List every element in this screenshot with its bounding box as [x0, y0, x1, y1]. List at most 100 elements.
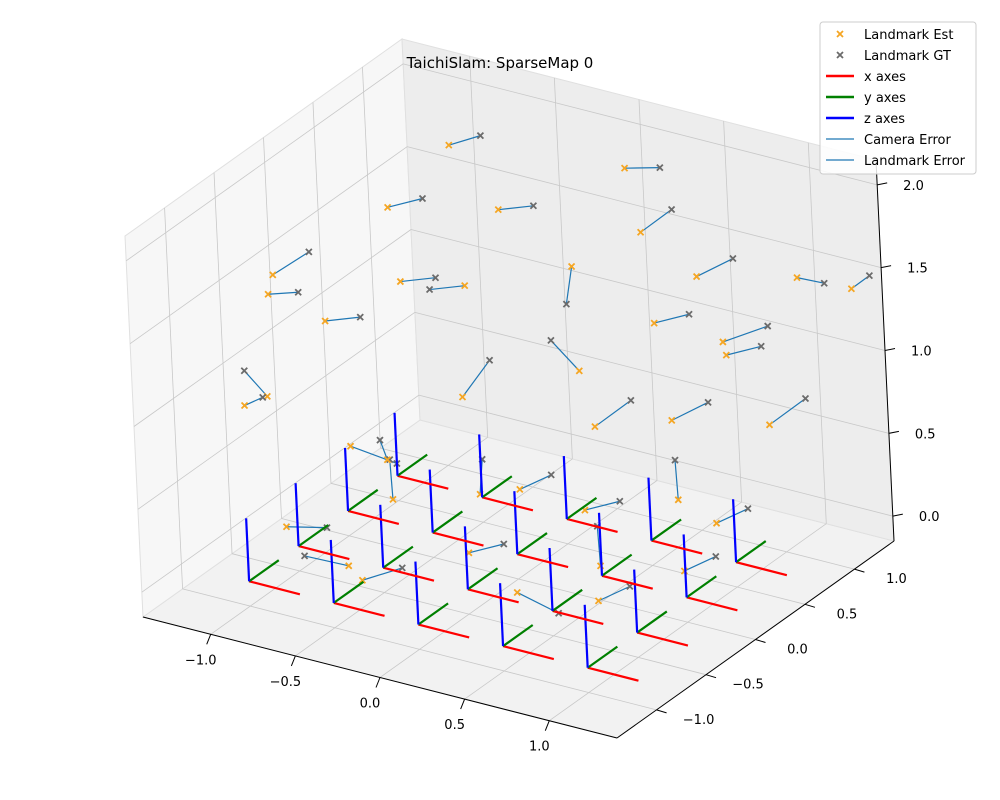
landmark-gt-point: [476, 131, 485, 140]
landmark-error-line: [448, 135, 481, 146]
landmark-est-point: [575, 367, 583, 375]
landmark-gt-point: [500, 540, 508, 548]
landmark-est-point: [674, 496, 682, 504]
camera-z-axis: [562, 455, 568, 520]
landmark-est-point-stroke: [346, 442, 355, 450]
landmark-est-point-stroke: [513, 588, 521, 597]
camera-y-axis: [551, 588, 583, 612]
z-tick-mark: [877, 182, 888, 186]
landmark-error-line: [379, 439, 388, 460]
landmark-gt-point-stroke: [294, 288, 302, 296]
landmark-gt-point: [398, 564, 406, 572]
landmark-gt-point-stroke: [305, 248, 313, 256]
camera-y-axis: [382, 545, 414, 569]
landmark-gt-point-stroke: [323, 524, 331, 532]
landmark-gt-point-stroke: [386, 455, 394, 464]
tick-labels: −1.0 −0.5 0.0 0.5 1.0 −1.0 −0.5 0.0 0.5 1.0 0.0 0.5…: [185, 179, 940, 755]
camera-x-axis: [248, 580, 301, 596]
landmark-est-point-stroke: [620, 164, 629, 172]
camera-z-axis: [245, 518, 251, 582]
landmark-est-point-stroke: [264, 290, 272, 298]
x-tick-mark: [206, 634, 212, 645]
landmark-est-point: [692, 272, 701, 281]
landmark-est-point-stroke: [668, 416, 676, 424]
landmark-est-point: [396, 277, 405, 286]
landmark-gt-point-stroke: [500, 540, 508, 548]
landmark-est-point: [240, 401, 249, 410]
grid-line-z: [406, 146, 882, 269]
landmark-est-point-stroke: [692, 272, 701, 281]
landmark-gt-point: [627, 396, 635, 404]
x-tick-mark: [460, 698, 466, 710]
y-tick-mark: [804, 603, 816, 608]
camera-z-axis: [294, 483, 300, 547]
landmark-gt-point-stroke: [671, 456, 679, 464]
landmark-gt-point: [485, 356, 494, 364]
legend-label: Camera Error: [864, 133, 951, 148]
z-tick-mark: [892, 513, 903, 517]
y-tick-label: −0.5: [732, 678, 764, 693]
landmark-est-point-stroke: [383, 456, 392, 464]
landmark-error-line: [640, 209, 672, 233]
x-tick-mark: [375, 677, 381, 688]
y-tick-label: 1.0: [886, 572, 907, 587]
landmark-gt-point-stroke: [667, 205, 676, 214]
camera-z-axis: [343, 447, 350, 511]
x-tick-label: −0.5: [270, 675, 302, 690]
landmark-error-line: [272, 251, 310, 276]
landmark-error-line: [624, 167, 660, 169]
landmark-est-point-stroke: [847, 285, 856, 293]
camera-x-axis: [587, 666, 639, 682]
landmark-est-point-stroke: [263, 392, 271, 400]
camera-z-axis: [414, 561, 420, 625]
landmark-est-point-stroke: [516, 485, 524, 494]
camera-z-axis: [583, 604, 589, 668]
landmark-gt-point-stroke: [547, 336, 555, 345]
landmark-est-point-stroke: [494, 206, 502, 214]
camera-x-axis: [601, 574, 654, 590]
z-tick-label: 0.0: [919, 510, 940, 525]
camera-y-axis: [735, 540, 767, 564]
camera-z-axis: [463, 526, 469, 590]
landmark-error-line: [598, 585, 631, 602]
landmark-gt-point-stroke: [704, 398, 712, 406]
landmark-gt-point-stroke: [485, 356, 494, 364]
legend-marker: [836, 51, 844, 59]
camera-y-axis: [587, 645, 618, 669]
landmark-gt-point: [712, 552, 720, 561]
landmark-est-point: [346, 442, 355, 450]
landmark-gt-point-stroke: [547, 471, 555, 479]
x-tick-mark: [544, 720, 550, 731]
landmark-gt-point-stroke: [398, 564, 406, 572]
x-tick-mark: [290, 655, 296, 667]
landmark-gt-point: [431, 274, 440, 282]
grid-line-y: [182, 588, 657, 711]
landmark-est-point: [722, 351, 730, 359]
landmark-gt-point: [294, 288, 302, 296]
landmark-error-line: [550, 340, 580, 372]
camera-z-axis: [329, 539, 335, 603]
landmark-error-line: [565, 266, 573, 305]
landmark-est-point: [383, 456, 392, 464]
landmark-error-line: [596, 526, 602, 566]
landmark-est-point: [594, 597, 603, 605]
landmark-est-point: [712, 519, 721, 527]
landmark-gt-point: [356, 313, 364, 321]
landmark-gt-point: [729, 254, 737, 263]
y-tick-mark: [854, 568, 865, 573]
camera-y-axis: [481, 475, 513, 499]
y-tick-mark: [656, 709, 667, 714]
camera-x-axis: [397, 474, 449, 490]
landmark-error-line: [244, 396, 263, 407]
camera-y-axis: [432, 510, 463, 534]
camera-y-axis: [650, 518, 682, 542]
landmark-est-point-stroke: [712, 519, 721, 527]
z-tick-mark: [880, 265, 892, 269]
y-tick-label: −1.0: [683, 713, 715, 728]
landmark-est-point: [389, 495, 397, 503]
landmark-error-line: [304, 555, 349, 567]
z-tick-mark: [888, 430, 900, 434]
y-tick-mark: [705, 674, 717, 679]
landmark-gt-point: [562, 300, 571, 308]
